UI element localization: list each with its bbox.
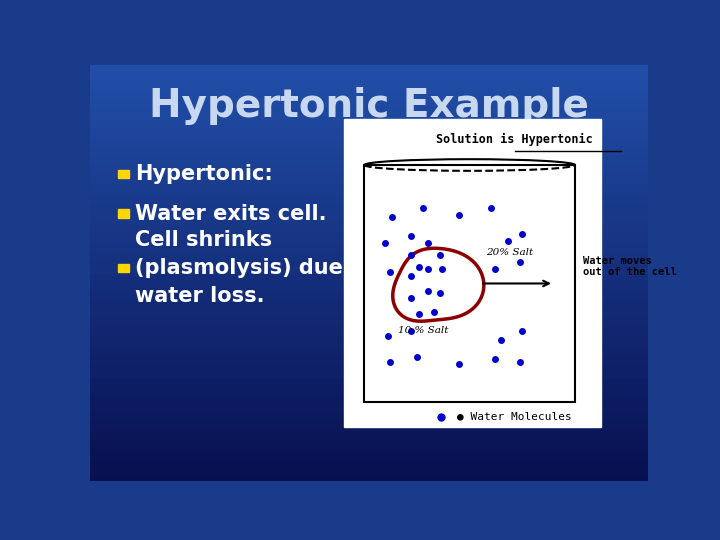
Bar bbox=[90, 79, 648, 85]
Bar bbox=[90, 335, 648, 342]
Bar bbox=[90, 134, 648, 141]
Bar bbox=[90, 342, 648, 349]
Bar bbox=[90, 183, 648, 190]
Bar bbox=[90, 217, 648, 224]
Bar bbox=[90, 141, 648, 148]
Bar bbox=[90, 446, 648, 453]
Text: ● Water Molecules: ● Water Molecules bbox=[456, 411, 572, 422]
Bar bbox=[90, 211, 648, 217]
Bar bbox=[90, 266, 648, 273]
Bar bbox=[90, 397, 648, 404]
Bar bbox=[90, 280, 648, 287]
Bar bbox=[90, 273, 648, 280]
Bar bbox=[90, 204, 648, 210]
Bar bbox=[90, 65, 648, 72]
Text: 20% Salt: 20% Salt bbox=[487, 248, 534, 257]
Bar bbox=[90, 300, 648, 307]
Bar bbox=[90, 321, 648, 328]
Bar bbox=[90, 460, 648, 467]
Bar bbox=[364, 165, 575, 402]
Bar bbox=[90, 259, 648, 266]
Bar bbox=[90, 390, 648, 397]
Text: Water exits cell.: Water exits cell. bbox=[135, 204, 326, 224]
Bar bbox=[90, 72, 648, 79]
Bar bbox=[90, 474, 648, 481]
Bar bbox=[90, 356, 648, 363]
Bar bbox=[90, 176, 648, 183]
Bar bbox=[90, 328, 648, 335]
Text: Solution is Hypertonic: Solution is Hypertonic bbox=[436, 133, 593, 146]
Bar bbox=[90, 197, 648, 204]
Bar bbox=[118, 210, 129, 218]
Bar bbox=[90, 252, 648, 259]
Bar bbox=[90, 120, 648, 127]
Bar bbox=[90, 349, 648, 356]
Bar bbox=[90, 432, 648, 439]
Bar bbox=[90, 224, 648, 231]
Bar bbox=[118, 170, 129, 178]
Bar bbox=[90, 314, 648, 321]
Bar bbox=[90, 418, 648, 425]
Bar bbox=[90, 169, 648, 176]
Bar bbox=[90, 453, 648, 460]
Text: Hypertonic Example: Hypertonic Example bbox=[149, 87, 589, 125]
Bar bbox=[90, 467, 648, 474]
Bar bbox=[90, 307, 648, 314]
Bar bbox=[90, 287, 648, 294]
Bar bbox=[90, 411, 648, 418]
Bar bbox=[90, 92, 648, 99]
Text: Hypertonic:: Hypertonic: bbox=[135, 164, 272, 184]
Bar bbox=[90, 155, 648, 162]
Bar bbox=[90, 294, 648, 300]
Bar bbox=[90, 377, 648, 383]
Bar bbox=[90, 148, 648, 155]
Bar bbox=[90, 383, 648, 390]
Bar bbox=[90, 99, 648, 106]
Text: Water moves
out of the cell: Water moves out of the cell bbox=[582, 256, 676, 278]
Bar bbox=[90, 425, 648, 432]
Bar bbox=[344, 119, 600, 427]
Bar bbox=[90, 85, 648, 92]
Bar bbox=[90, 190, 648, 197]
Bar bbox=[90, 162, 648, 168]
Bar bbox=[90, 363, 648, 370]
Text: 10 % Salt: 10 % Salt bbox=[398, 326, 449, 335]
Bar bbox=[90, 238, 648, 245]
Bar bbox=[90, 106, 648, 113]
Bar bbox=[90, 113, 648, 120]
Bar bbox=[118, 264, 129, 272]
Bar bbox=[90, 370, 648, 377]
Bar bbox=[90, 439, 648, 446]
Bar bbox=[90, 245, 648, 252]
Text: Cell shrinks
(plasmolysis) due to
water loss.: Cell shrinks (plasmolysis) due to water … bbox=[135, 230, 374, 306]
Bar bbox=[90, 404, 648, 411]
Bar bbox=[90, 231, 648, 238]
Bar bbox=[90, 127, 648, 134]
